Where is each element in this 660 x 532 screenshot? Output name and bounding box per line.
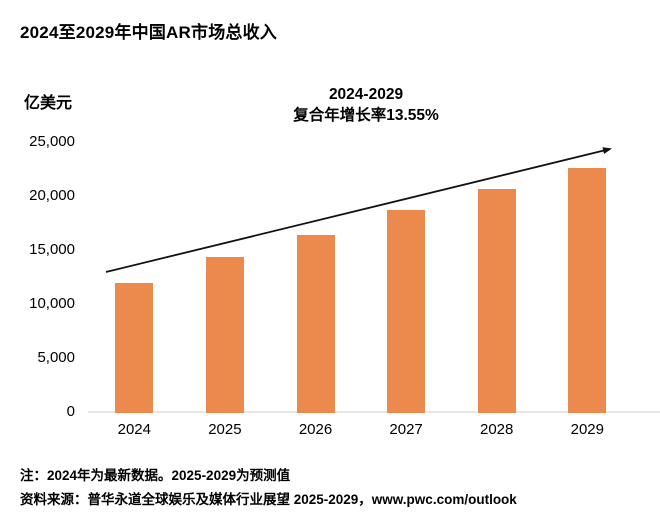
bar-2028 [477, 188, 516, 413]
trend-arrow-line [105, 147, 612, 273]
y-tick-label: 20,000 [29, 186, 75, 204]
x-axis-label-2026: 2026 [298, 421, 333, 438]
y-tick-label: 10,000 [29, 294, 75, 312]
y-tick-label: 25,000 [29, 132, 75, 150]
x-axis-label-2028: 2028 [480, 421, 514, 438]
cagr-annotation-years: 2024-2029 [328, 86, 404, 103]
footnote-data-note: 注：2024年为最新数据。2025-2029为预测值 [20, 468, 291, 483]
bar-2026 [296, 234, 335, 413]
footnote-source: 资料来源：普华永道全球娱乐及媒体行业展望 2025-2029，www.pwc.c… [20, 492, 517, 507]
bar-2024 [115, 282, 154, 413]
y-axis-unit-label: 亿美元 [24, 95, 73, 112]
y-tick-label: 5,000 [37, 348, 75, 366]
x-axis-label-2025: 2025 [208, 421, 242, 438]
page-title: 2024至2029年中国AR市场总收入 [20, 23, 277, 42]
x-axis-baseline [88, 411, 660, 413]
x-axis-label-2024: 2024 [117, 421, 151, 438]
x-axis-label-2029: 2029 [570, 421, 604, 438]
cagr-annotation: 2024-2029 复合年增长率13.55% [211, 84, 521, 126]
bar-2029 [568, 168, 607, 413]
bar-2025 [205, 257, 244, 413]
y-tick-label: 0 [66, 402, 75, 420]
x-axis-label-2027: 2027 [389, 421, 423, 438]
bar-2027 [387, 210, 426, 413]
y-tick-label: 15,000 [29, 240, 75, 258]
cagr-annotation-rate: 复合年增长率13.55% [293, 107, 439, 124]
